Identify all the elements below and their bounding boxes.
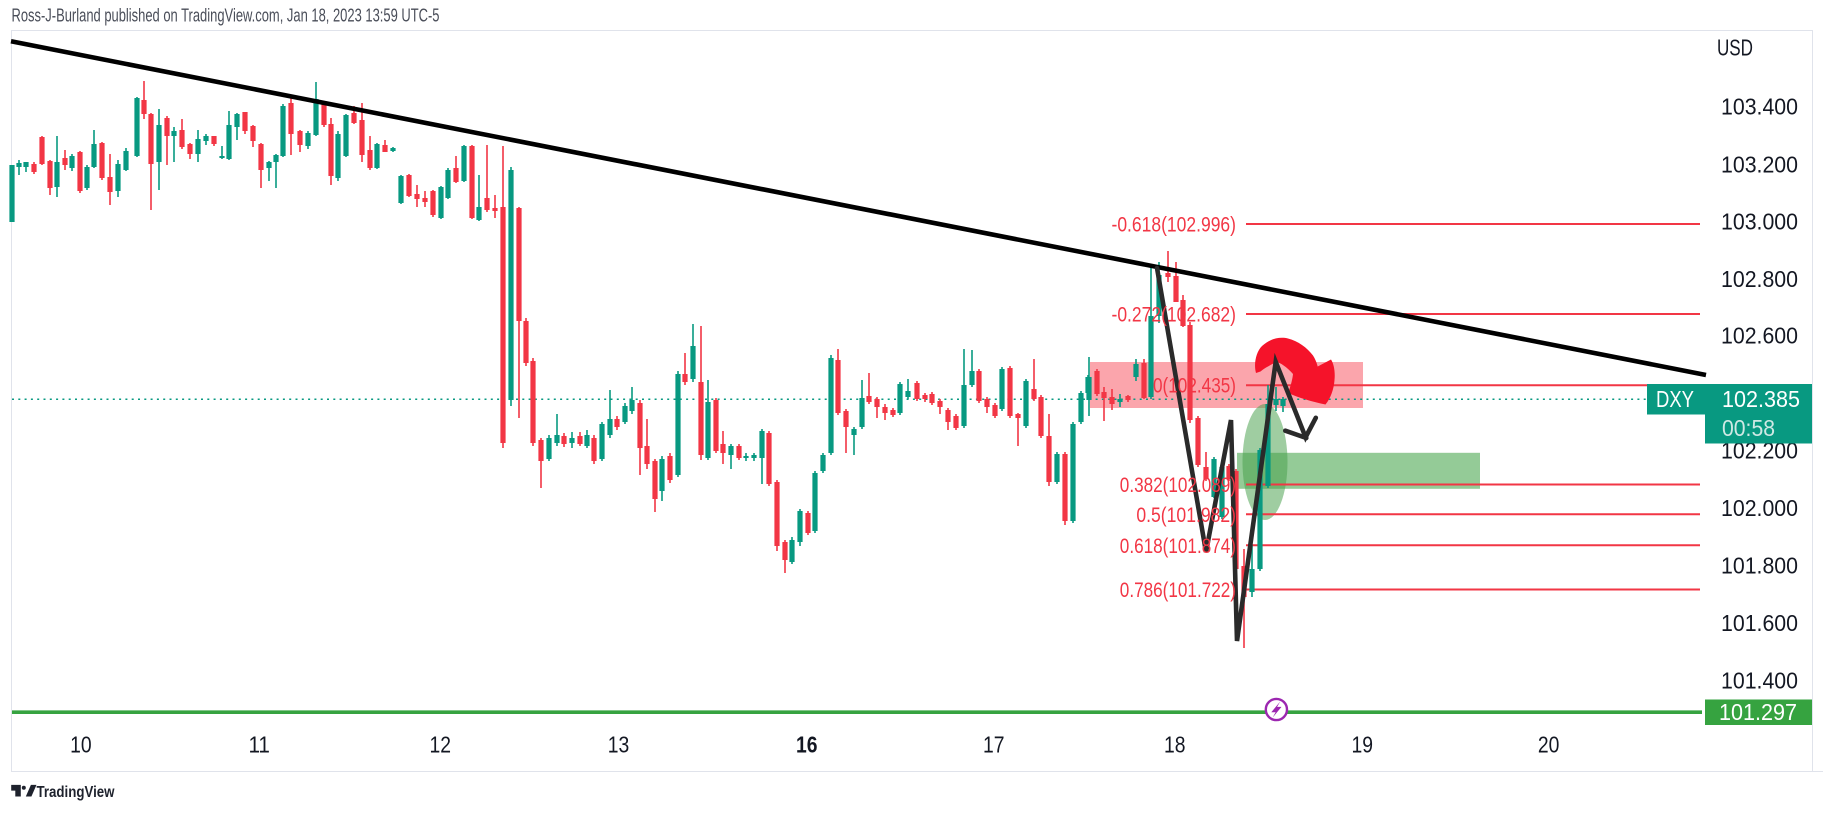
svg-text:-0.618(102.996): -0.618(102.996): [1112, 214, 1237, 237]
svg-text:00:58: 00:58: [1722, 415, 1775, 441]
svg-text:TradingView: TradingView: [37, 784, 116, 801]
svg-text:0(102.435): 0(102.435): [1153, 375, 1236, 398]
svg-text:USD: USD: [1717, 34, 1753, 60]
svg-text:0.786(101.722): 0.786(101.722): [1120, 579, 1236, 602]
svg-text:0.382(102.089): 0.382(102.089): [1120, 474, 1236, 497]
svg-text:102.385: 102.385: [1722, 386, 1800, 412]
svg-text:Ross-J-Burland published on Tr: Ross-J-Burland published on TradingView.…: [12, 5, 440, 26]
svg-text:17: 17: [983, 732, 1005, 758]
svg-text:102.000: 102.000: [1721, 495, 1798, 521]
svg-text:101.297: 101.297: [1719, 699, 1797, 725]
svg-text:101.600: 101.600: [1721, 610, 1798, 636]
svg-text:101.800: 101.800: [1721, 553, 1798, 579]
svg-text:13: 13: [608, 732, 630, 758]
svg-text:16: 16: [796, 732, 818, 758]
svg-text:18: 18: [1164, 732, 1186, 758]
svg-text:19: 19: [1352, 732, 1374, 758]
svg-text:DXY: DXY: [1656, 386, 1694, 412]
svg-text:101.400: 101.400: [1721, 668, 1798, 694]
svg-text:-0.272(102.682): -0.272(102.682): [1112, 304, 1237, 327]
svg-text:20: 20: [1538, 732, 1560, 758]
svg-text:12: 12: [429, 732, 451, 758]
svg-text:103.200: 103.200: [1721, 151, 1798, 177]
svg-text:10: 10: [70, 732, 92, 758]
svg-text:0.618(101.874): 0.618(101.874): [1120, 535, 1236, 558]
svg-text:103.000: 103.000: [1721, 209, 1798, 235]
svg-text:102.800: 102.800: [1721, 266, 1798, 292]
svg-text:102.600: 102.600: [1721, 322, 1798, 348]
svg-text:11: 11: [248, 732, 270, 758]
svg-text:103.400: 103.400: [1721, 94, 1798, 120]
svg-text:0.5(101.982): 0.5(101.982): [1136, 504, 1236, 527]
